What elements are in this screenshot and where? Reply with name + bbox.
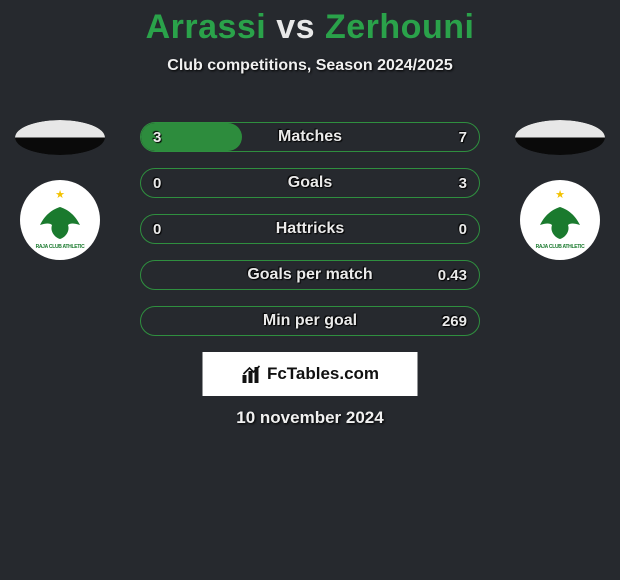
club-ribbon-text: RAJA CLUB ATHLETIC <box>36 244 85 250</box>
stat-value-right: 3 <box>459 169 467 197</box>
stat-value-right: 0 <box>459 215 467 243</box>
stat-label: Goals <box>141 169 479 197</box>
club-ribbon-text: RAJA CLUB ATHLETIC <box>536 244 585 250</box>
stat-label: Matches <box>141 123 479 151</box>
brand-text: FcTables.com <box>267 364 379 384</box>
subtitle: Club competitions, Season 2024/2025 <box>0 57 620 75</box>
eagle-icon <box>536 203 584 243</box>
page-title: Arrassi vs Zerhouni <box>0 0 620 47</box>
stat-value-right: 269 <box>442 307 467 335</box>
stat-row: Goals per match0.43 <box>140 260 480 290</box>
star-icon: ★ <box>555 190 565 201</box>
stat-row: 0Goals3 <box>140 168 480 198</box>
stat-row: 0Hattricks0 <box>140 214 480 244</box>
eagle-icon <box>36 203 84 243</box>
date-text: 10 november 2024 <box>0 408 620 428</box>
title-right: Zerhouni <box>325 8 474 46</box>
widget-root: Arrassi vs Zerhouni Club competitions, S… <box>0 0 620 580</box>
stat-value-right: 7 <box>459 123 467 151</box>
comparison-bars: 3Matches70Goals30Hattricks0Goals per mat… <box>140 122 480 352</box>
brand-box[interactable]: FcTables.com <box>203 352 418 396</box>
stat-label: Min per goal <box>141 307 479 335</box>
title-left: Arrassi <box>146 8 267 46</box>
stat-row: 3Matches7 <box>140 122 480 152</box>
flag-left-icon <box>15 120 105 155</box>
stat-value-right: 0.43 <box>438 261 467 289</box>
stat-label: Hattricks <box>141 215 479 243</box>
star-icon: ★ <box>55 190 65 201</box>
stat-label: Goals per match <box>141 261 479 289</box>
brand-chart-icon <box>241 363 263 385</box>
title-vs: vs <box>276 8 315 46</box>
stat-row: Min per goal269 <box>140 306 480 336</box>
club-badge-left: ★ RAJA CLUB ATHLETIC <box>20 180 100 260</box>
club-badge-right: ★ RAJA CLUB ATHLETIC <box>520 180 600 260</box>
flag-right-icon <box>515 120 605 155</box>
